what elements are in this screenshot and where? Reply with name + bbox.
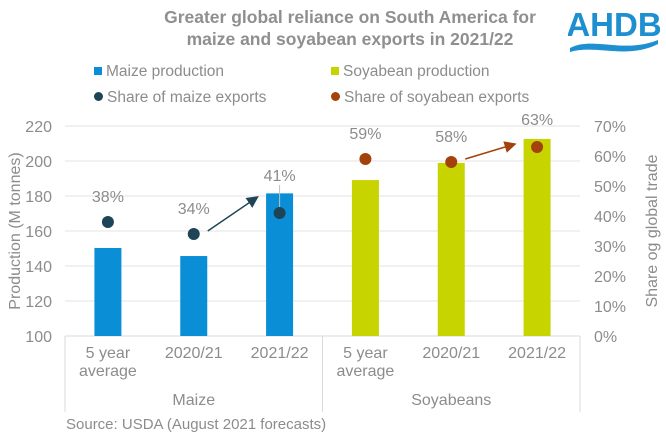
point-share-of-maize-exports [273, 207, 286, 219]
legend-label: Share of soyabean exports [344, 89, 530, 106]
y2-tick-label: 70% [594, 119, 626, 136]
x-tick-label: average [337, 363, 395, 380]
legend-marker-share-maize [94, 92, 103, 101]
y-tick-label: 180 [25, 189, 52, 206]
x-group-label: Maize [172, 392, 215, 409]
x-tick-label: 2020/21 [165, 345, 223, 362]
x-tick-label: 2020/21 [422, 345, 480, 362]
ahdb-logo: AHDB [568, 6, 660, 52]
point-share-of-soyabean-exports [445, 156, 458, 168]
logo-text: AHDB [568, 6, 660, 43]
x-tick-label: 5 year [343, 345, 388, 362]
legend-swatch-maize-production [94, 67, 102, 75]
point-share-of-maize-exports [187, 228, 200, 240]
point-share-of-soyabean-exports [531, 141, 544, 153]
y2-tick-label: 30% [594, 239, 626, 256]
bar-maize-production [94, 247, 122, 336]
legend-label: Share of maize exports [107, 89, 267, 106]
legend-share-maize-exports: Share of maize exports [94, 89, 266, 107]
data-label: 41% [264, 168, 296, 185]
point-share-of-maize-exports [101, 216, 114, 228]
data-label: 63% [521, 112, 553, 129]
legend-soyabean-production: Soyabean production [331, 63, 490, 81]
x-tick-label: average [79, 363, 137, 380]
legend-maize-production: Maize production [94, 63, 224, 81]
data-label: 58% [435, 129, 467, 146]
trend-arrow [207, 196, 259, 232]
y2-tick-label: 60% [594, 149, 626, 166]
y-tick-label: 140 [25, 259, 52, 276]
x-tick-label: 2021/22 [508, 345, 566, 362]
y2-tick-label: 50% [594, 179, 626, 196]
x-group-label: Soyabeans [411, 392, 491, 409]
bar-soyabean-production [523, 138, 551, 336]
trend-arrow [465, 141, 517, 160]
y-tick-label: 200 [25, 154, 52, 171]
bar-soyabean-production [351, 180, 379, 336]
point-share-of-soyabean-exports [359, 153, 372, 165]
legend-marker-share-soyabean [331, 92, 340, 101]
logo-wave-icon [570, 40, 658, 52]
y2-tick-label: 0% [594, 329, 617, 346]
y2-tick-label: 40% [594, 209, 626, 226]
y2-tick-label: 20% [594, 269, 626, 286]
legend-swatch-soyabean-production [331, 67, 339, 75]
legend-share-soyabean-exports: Share of soyabean exports [331, 89, 529, 107]
legend-label: Soyabean production [343, 63, 490, 80]
x-tick-label: 5 year [86, 345, 131, 362]
data-label: 38% [92, 189, 124, 206]
bar-maize-production [180, 256, 208, 336]
y-tick-label: 220 [25, 119, 52, 136]
y-tick-label: 100 [25, 329, 52, 346]
bar-soyabean-production [437, 162, 465, 336]
y-tick-label: 120 [25, 294, 52, 311]
data-label: 34% [178, 201, 210, 218]
y2-tick-label: 10% [594, 299, 626, 316]
legend-label: Maize production [106, 63, 225, 80]
chart-title: Greater global reliance on South America… [164, 7, 536, 49]
source-note: Source: USDA (August 2021 forecasts) [66, 416, 327, 433]
data-label: 59% [349, 126, 381, 143]
x-tick-label: 2021/22 [251, 345, 309, 362]
y-tick-label: 160 [25, 224, 52, 241]
y-axis-title: Production (M tonnes) [7, 152, 24, 309]
y2-axis-title: Share og global trade [644, 154, 661, 307]
